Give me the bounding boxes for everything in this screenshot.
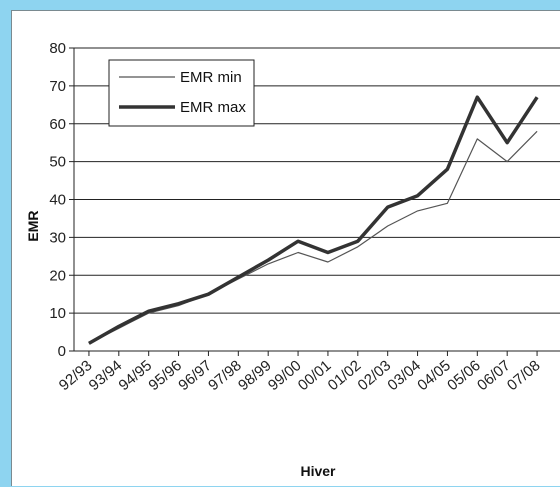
x-tick-label: 94/95	[116, 357, 156, 394]
x-tick-label: 99/00	[265, 357, 305, 394]
legend-label-max: EMR max	[180, 99, 246, 116]
x-axis-title: Hiver	[300, 463, 336, 479]
x-tick-label: 95/96	[145, 357, 185, 394]
x-tick-label: 00/01	[295, 357, 335, 394]
y-tick-label: 30	[49, 229, 66, 246]
series-line-emr-max	[89, 97, 537, 343]
y-axis-ticks: 0 10 20 30 40 50 60 70 80	[49, 40, 66, 360]
y-tick-label: 0	[58, 343, 66, 360]
x-tick-label: 92/93	[56, 357, 96, 394]
y-tick-label: 10	[49, 305, 66, 322]
x-tick-label: 97/98	[205, 357, 245, 394]
x-tick-label: 93/94	[86, 357, 126, 394]
x-tick-label: 01/02	[325, 357, 365, 394]
y-tick-label: 70	[49, 78, 66, 95]
y-axis-title: EMR	[25, 210, 41, 241]
x-tick-label: 07/08	[504, 357, 544, 394]
legend-label-min: EMR min	[180, 69, 242, 86]
x-tick-label: 04/05	[414, 357, 454, 394]
y-tick-label: 40	[49, 192, 66, 209]
series-lines	[89, 97, 537, 343]
legend: EMR min EMR max	[109, 60, 254, 126]
x-tick-label: 02/03	[355, 357, 395, 394]
x-tick-label: 06/07	[474, 357, 514, 394]
x-axis-ticks: 92/9393/9494/9595/9696/9797/9898/9999/00…	[56, 351, 544, 394]
y-tick-label: 50	[49, 154, 66, 171]
x-tick-label: 98/99	[235, 357, 275, 394]
x-tick-label: 96/97	[175, 357, 215, 394]
line-chart: 0 10 20 30 40 50 60 70 80 92/9393/9494/9595/9696…	[12, 11, 560, 487]
y-tick-label: 20	[49, 267, 66, 284]
y-tick-label: 80	[49, 40, 66, 57]
y-tick-label: 60	[49, 116, 66, 133]
x-tick-label: 03/04	[384, 357, 424, 394]
x-tick-label: 05/06	[444, 357, 484, 394]
